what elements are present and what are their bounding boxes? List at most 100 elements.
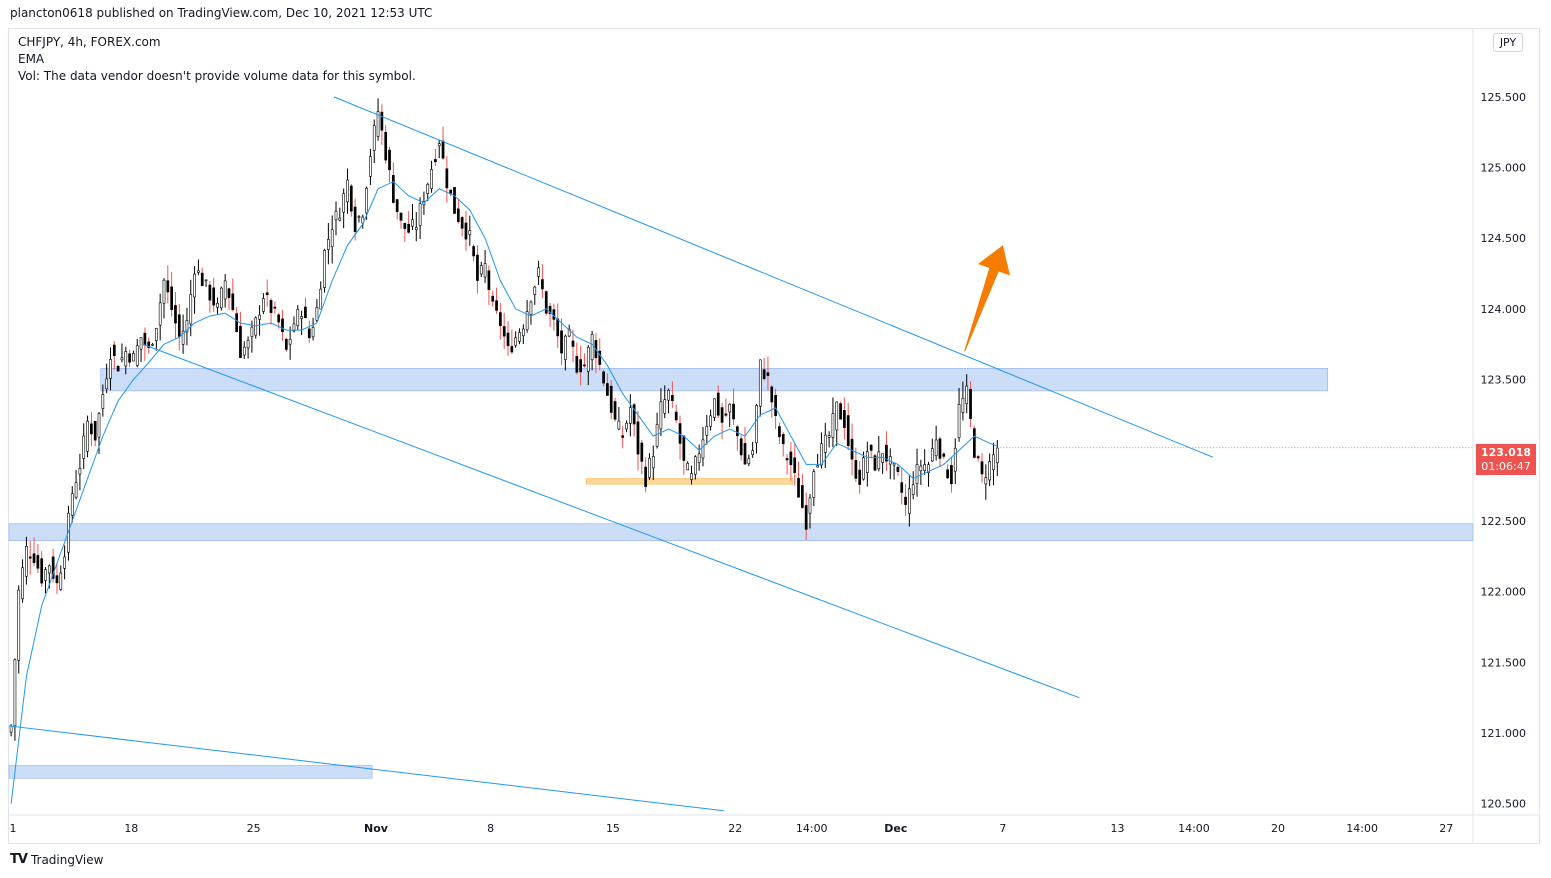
candle-body — [147, 341, 151, 348]
candle-body — [185, 320, 189, 333]
candle-body — [552, 309, 556, 320]
candle-body — [957, 404, 961, 438]
footer-brand[interactable]: TradingView — [30, 852, 104, 867]
candle-body — [590, 334, 594, 361]
candle-body — [686, 463, 690, 471]
candle-body — [892, 463, 896, 466]
candle-body — [827, 435, 831, 438]
candle-body — [904, 496, 907, 505]
candle-body — [135, 345, 139, 366]
candle-body — [13, 659, 17, 727]
candle-body — [70, 493, 74, 516]
candle-body — [655, 424, 659, 447]
candle-body — [797, 478, 800, 498]
candle-body — [667, 389, 670, 401]
candle-body — [648, 457, 651, 478]
candle-body — [728, 403, 732, 413]
candle-body — [193, 273, 196, 298]
candle-body — [338, 217, 342, 221]
candle-body — [736, 426, 739, 437]
currency-label[interactable]: JPY — [1493, 33, 1523, 52]
candle-body — [800, 485, 804, 508]
candle-body — [204, 279, 208, 282]
candle-body — [430, 169, 433, 189]
candle-body — [464, 222, 468, 240]
candle-body — [453, 187, 456, 214]
candle-body — [90, 423, 93, 435]
candle-body — [923, 464, 927, 471]
candle-body — [44, 569, 47, 581]
candle-body — [850, 438, 854, 460]
candle-body — [682, 435, 686, 461]
candle-body — [281, 318, 284, 332]
candle-body — [499, 312, 502, 326]
candle-body — [376, 111, 380, 137]
candle-body — [250, 326, 254, 337]
candle-body — [292, 323, 296, 332]
candle-body — [235, 313, 238, 333]
candle-body — [617, 420, 621, 430]
candle-body — [418, 203, 422, 226]
candle-body — [120, 357, 124, 361]
candle-body — [47, 565, 51, 574]
candle-body — [139, 337, 143, 350]
candle-body — [778, 426, 781, 438]
candle-body — [296, 309, 300, 326]
tradingview-logo-icon[interactable]: TV — [10, 852, 28, 867]
candle-body — [216, 303, 219, 308]
candle-body — [521, 328, 525, 337]
y-tick-label: 120.500 — [1481, 798, 1527, 811]
candle-body — [911, 484, 915, 495]
candle-body — [988, 461, 992, 481]
candle-body — [544, 291, 548, 314]
candle-body — [823, 434, 827, 453]
candle-body — [716, 392, 720, 416]
candle-body — [896, 466, 900, 472]
candle-body — [323, 250, 326, 288]
candle-body — [739, 438, 743, 456]
candle-body — [720, 407, 724, 423]
candle-body — [743, 443, 747, 465]
y-tick-label: 124.500 — [1481, 232, 1527, 245]
x-tick-label: 25 — [247, 822, 261, 835]
candle-body — [854, 459, 858, 479]
x-tick-label: 18 — [124, 822, 138, 835]
candle-body — [762, 369, 766, 379]
candle-body — [426, 184, 430, 194]
ema-indicator-label[interactable]: EMA — [18, 52, 45, 66]
candle-body — [571, 340, 575, 347]
candle-body — [609, 385, 613, 413]
resistance-zone — [8, 523, 1474, 542]
candle-body — [919, 465, 923, 472]
resistance-zone — [8, 765, 373, 779]
candle-body — [885, 444, 888, 462]
candle-body — [992, 454, 995, 470]
candle-body — [449, 189, 453, 194]
candle-body — [625, 422, 628, 430]
candle-body — [242, 346, 246, 356]
candle-body — [755, 405, 758, 444]
candle-body — [17, 589, 21, 661]
candle-body — [606, 383, 609, 396]
x-tick-label: 14:00 — [1346, 822, 1378, 835]
candle-body — [908, 488, 911, 514]
candle-body — [51, 556, 55, 579]
candle-body — [97, 413, 101, 438]
candle-body — [28, 556, 32, 559]
candle-body — [766, 372, 770, 376]
candle-body — [384, 131, 388, 161]
candle-body — [602, 371, 605, 384]
candle-body — [510, 346, 514, 353]
x-tick-label: 14:00 — [796, 822, 828, 835]
footer: TV TradingView — [10, 852, 103, 867]
candle-body — [9, 725, 13, 733]
candle-body — [143, 332, 147, 346]
candle-body — [900, 482, 904, 493]
candle-body — [346, 179, 349, 203]
candle-body — [472, 246, 475, 257]
symbol-info[interactable]: CHFJPY, 4h, FOREX.com — [18, 35, 161, 49]
candle-body — [365, 187, 368, 214]
chart-frame — [8, 28, 1540, 844]
candle-body — [246, 340, 250, 349]
